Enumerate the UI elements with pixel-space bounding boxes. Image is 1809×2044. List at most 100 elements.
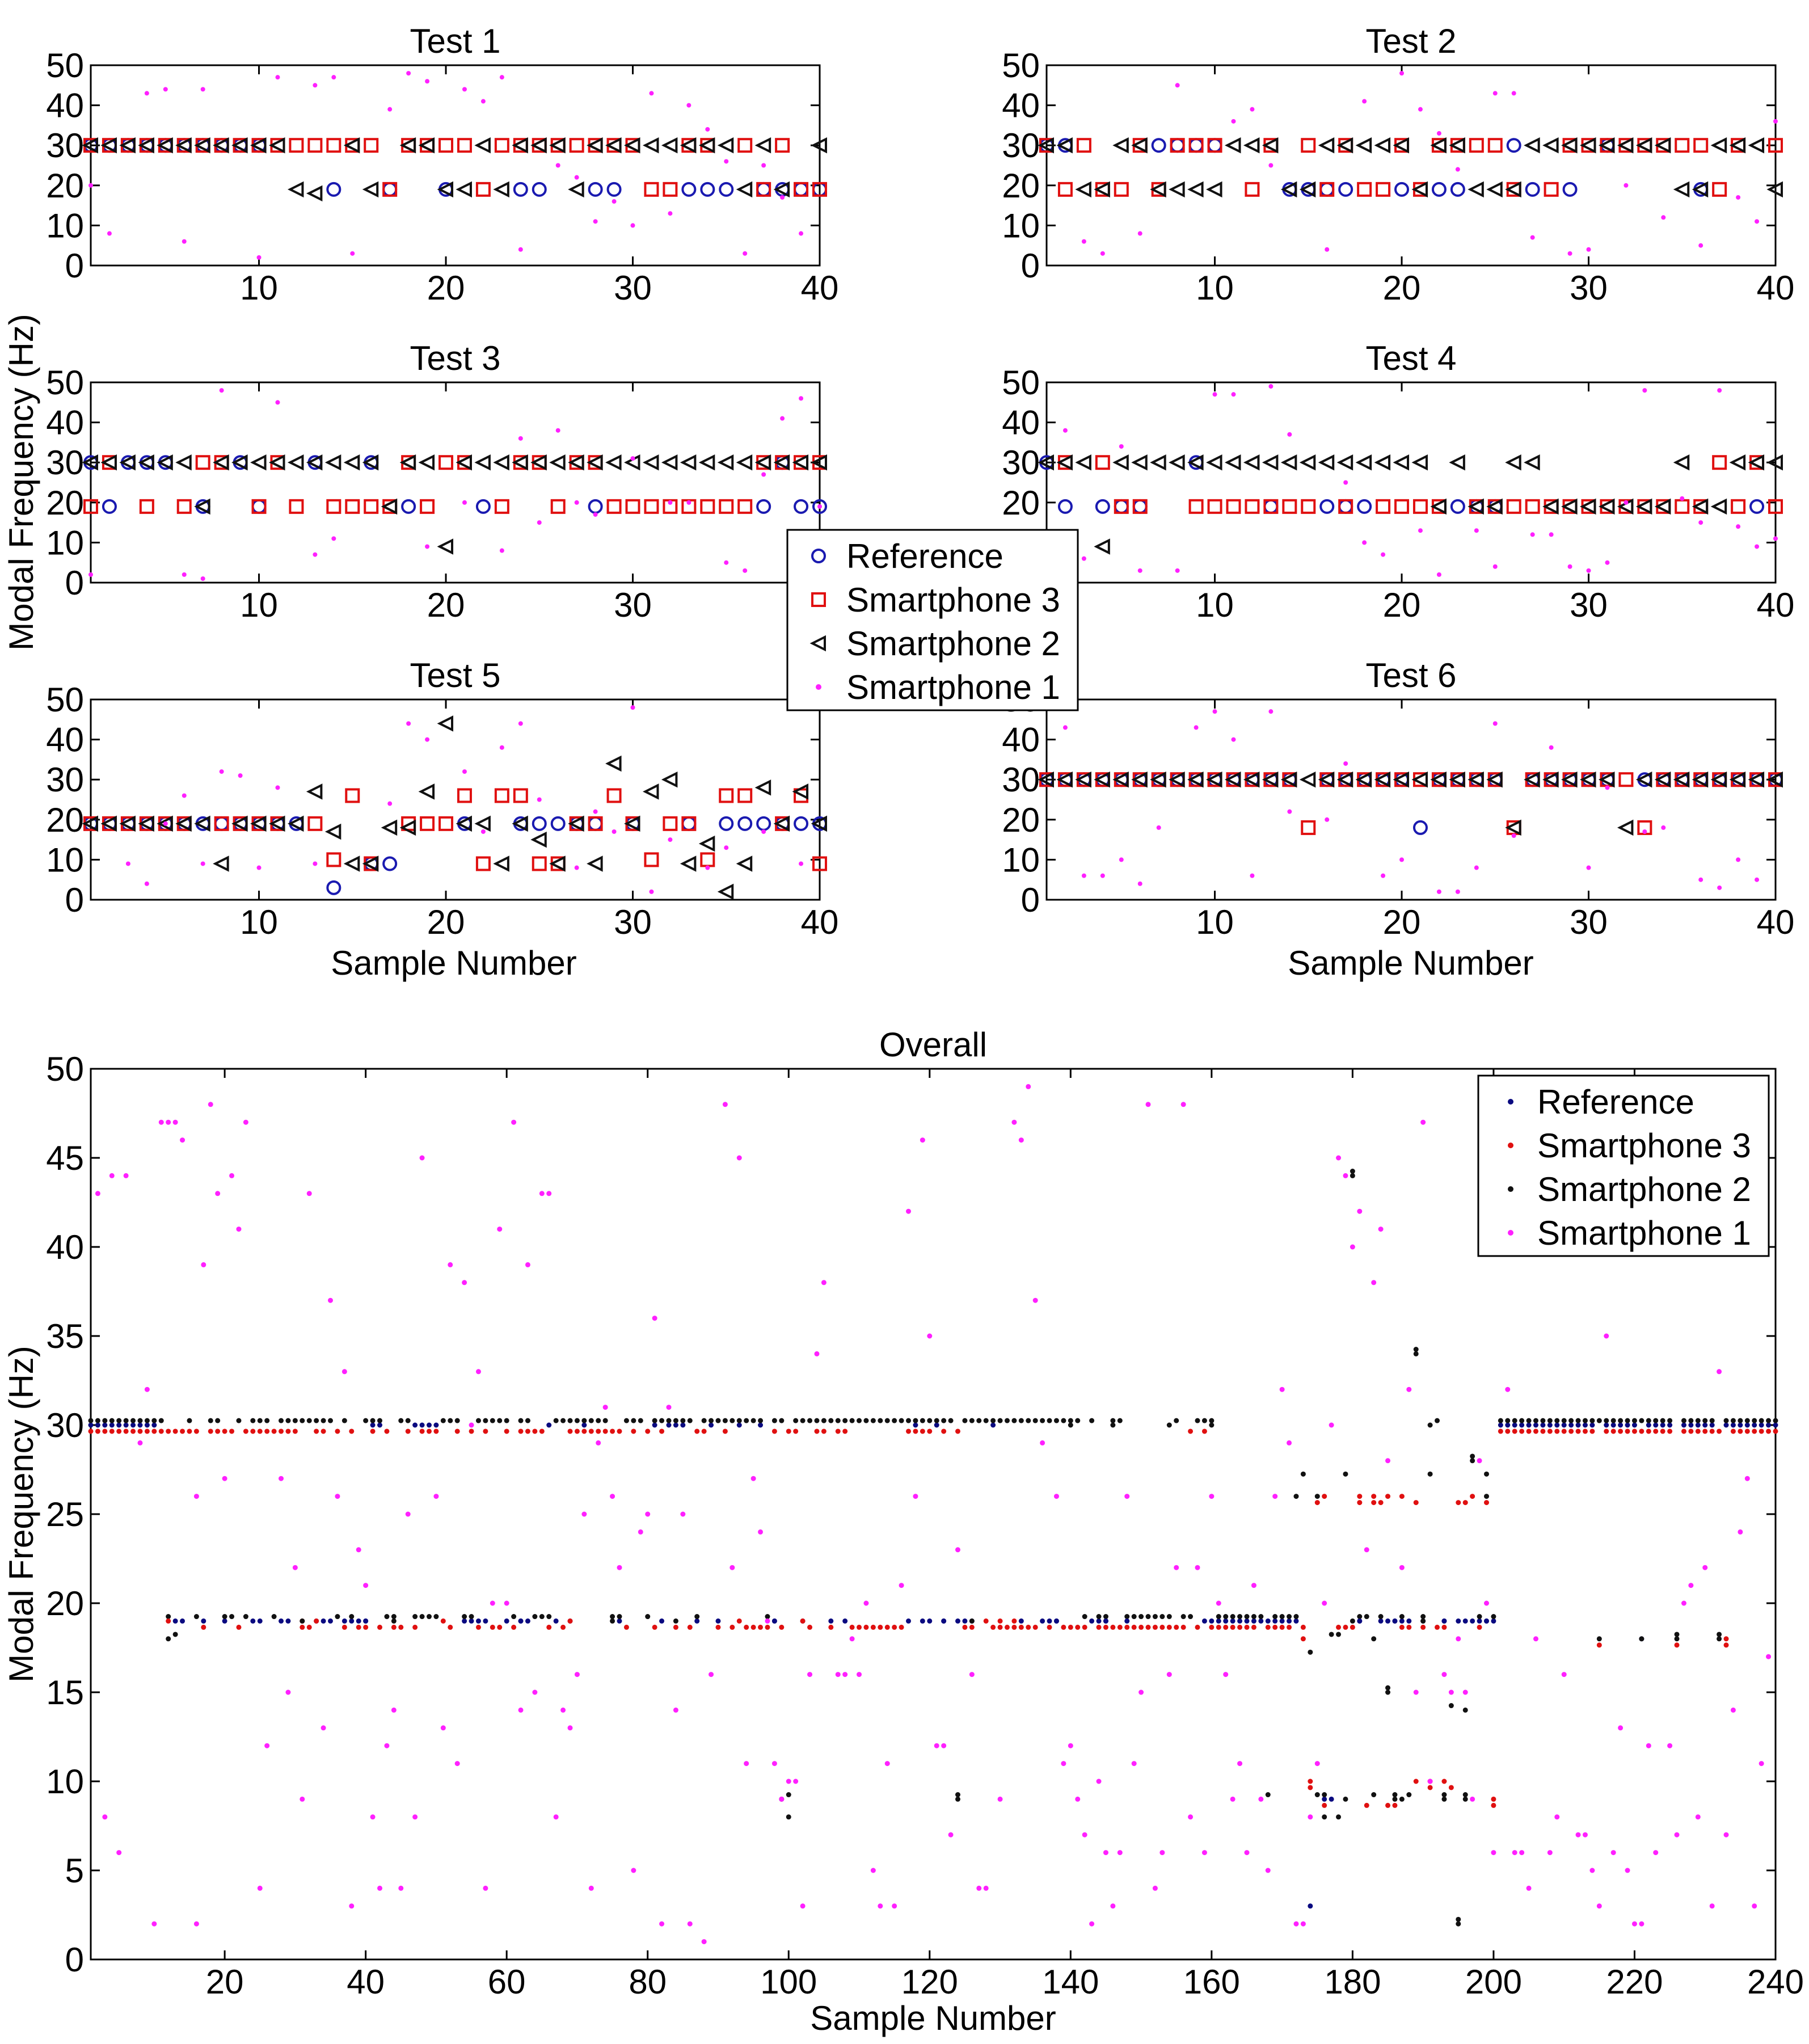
marker-smartphone-2 <box>1094 771 1110 788</box>
marker-reference <box>1412 820 1428 835</box>
marker-smartphone-2 <box>587 454 603 471</box>
marker-smartphone-3 <box>700 499 715 514</box>
overall-marker-smartphone-3 <box>941 1428 947 1434</box>
overall-marker-smartphone-2 <box>1322 1792 1327 1798</box>
marker-smartphone-3 <box>494 138 509 153</box>
marker-smartphone-3 <box>475 856 491 871</box>
overall-marker-smartphone-1 <box>1717 1369 1722 1375</box>
marker-reference <box>1749 499 1765 514</box>
marker-smartphone-1 <box>1755 219 1760 224</box>
marker-smartphone-2 <box>269 815 285 832</box>
overall-marker-smartphone-1 <box>144 1386 150 1392</box>
overall-marker-smartphone-2 <box>1237 1614 1243 1620</box>
overall-marker-smartphone-3 <box>962 1624 968 1630</box>
overall-marker-reference <box>1053 1618 1059 1624</box>
marker-reference <box>1450 182 1465 197</box>
overall-marker-smartphone-2 <box>1462 1792 1468 1798</box>
overall-marker-smartphone-3 <box>807 1624 813 1630</box>
marker-smartphone-1 <box>1268 163 1274 168</box>
overall-marker-smartphone-2 <box>1082 1614 1087 1620</box>
overall-xtick-label: 100 <box>760 1963 817 2001</box>
overall-marker-smartphone-2 <box>1068 1418 1073 1423</box>
overall-marker-smartphone-2 <box>172 1632 178 1637</box>
overall-marker-smartphone-3 <box>786 1428 791 1434</box>
overall-marker-smartphone-1 <box>1505 1386 1511 1392</box>
overall-marker-smartphone-2 <box>158 1418 164 1423</box>
marker-smartphone-2 <box>399 819 416 836</box>
overall-marker-reference <box>525 1618 530 1624</box>
overall-marker-smartphone-3 <box>1237 1624 1243 1630</box>
overall-marker-reference <box>180 1618 185 1624</box>
overall-marker-smartphone-3 <box>1272 1624 1278 1630</box>
marker-smartphone-3 <box>420 499 435 514</box>
overall-marker-smartphone-3 <box>744 1624 749 1630</box>
marker-smartphone-1 <box>499 75 504 80</box>
overall-marker-smartphone-1 <box>1674 1832 1680 1838</box>
overall-marker-smartphone-1 <box>440 1725 446 1731</box>
overall-marker-smartphone-2 <box>257 1418 263 1423</box>
marker-smartphone-2 <box>530 137 547 154</box>
overall-marker-smartphone-2 <box>1526 1418 1532 1423</box>
test5-ytick-label: 20 <box>46 801 84 839</box>
marker-smartphone-1 <box>1586 247 1591 252</box>
marker-smartphone-3 <box>811 592 826 607</box>
marker-smartphone-2 <box>306 783 323 800</box>
marker-smartphone-1 <box>1605 560 1610 565</box>
overall-marker-smartphone-2 <box>1674 1636 1680 1642</box>
overall-marker-smartphone-3 <box>765 1624 770 1630</box>
overall-marker-smartphone-2 <box>1688 1418 1694 1423</box>
overall-marker-smartphone-2 <box>962 1418 968 1423</box>
overall-marker-smartphone-2 <box>884 1418 890 1423</box>
overall-marker-smartphone-1 <box>532 1689 538 1695</box>
overall-marker-smartphone-1 <box>1244 1850 1250 1856</box>
marker-smartphone-2 <box>194 498 210 515</box>
overall-marker-reference <box>1272 1618 1278 1624</box>
overall-marker-smartphone-2 <box>1166 1614 1172 1620</box>
test2-xtick-label: 30 <box>1570 269 1608 307</box>
overall-marker-smartphone-3 <box>1477 1624 1482 1630</box>
marker-smartphone-2 <box>1710 771 1727 788</box>
marker-smartphone-1 <box>799 231 804 236</box>
overall-marker-reference <box>1723 1422 1729 1428</box>
marker-smartphone-1 <box>1362 99 1367 104</box>
marker-smartphone-2 <box>1056 137 1073 154</box>
marker-smartphone-2 <box>1225 771 1241 788</box>
test5-ytick-label: 50 <box>46 681 84 719</box>
marker-smartphone-2 <box>1542 498 1559 515</box>
overall-marker-smartphone-2 <box>1124 1614 1130 1620</box>
overall-marker-smartphone-3 <box>483 1428 488 1434</box>
overall-marker-smartphone-3 <box>433 1428 439 1434</box>
overall-marker-smartphone-2 <box>1420 1614 1426 1620</box>
test4-ytick-label: 50 <box>1002 364 1040 402</box>
overall-marker-smartphone-3 <box>1484 1500 1490 1506</box>
overall-marker-smartphone-3 <box>1004 1624 1010 1630</box>
overall-marker-smartphone-3 <box>1166 1624 1172 1630</box>
overall-marker-smartphone-2 <box>271 1614 277 1620</box>
overall-marker-smartphone-2 <box>1660 1418 1665 1423</box>
overall-marker-smartphone-2 <box>1561 1418 1567 1423</box>
marker-smartphone-2 <box>1580 498 1596 515</box>
marker-smartphone-3 <box>139 499 154 514</box>
overall-marker-smartphone-2 <box>680 1418 686 1423</box>
overall-marker-smartphone-1 <box>1371 1280 1377 1286</box>
marker-smartphone-1 <box>743 568 748 573</box>
marker-smartphone-3 <box>812 856 827 871</box>
overall-marker-smartphone-3 <box>144 1428 150 1434</box>
overall-marker-smartphone-2 <box>927 1418 933 1423</box>
overall-marker-smartphone-2 <box>1068 1422 1073 1428</box>
marker-smartphone-2 <box>100 815 117 832</box>
overall-marker-smartphone-1 <box>1166 1672 1172 1678</box>
overall-xtick-label: 60 <box>488 1963 526 2001</box>
overall-marker-smartphone-3 <box>1061 1624 1066 1630</box>
overall-marker-smartphone-1 <box>680 1511 686 1517</box>
marker-smartphone-2 <box>343 137 360 154</box>
overall-marker-smartphone-1 <box>1011 1119 1017 1125</box>
marker-smartphone-1 <box>1137 881 1142 886</box>
marker-smartphone-1 <box>593 219 598 224</box>
overall-marker-reference <box>709 1422 714 1428</box>
overall-marker-reference <box>941 1618 947 1624</box>
legend-small-box <box>786 529 1079 711</box>
overall-marker-smartphone-1 <box>588 1885 594 1891</box>
marker-smartphone-3 <box>644 852 659 867</box>
